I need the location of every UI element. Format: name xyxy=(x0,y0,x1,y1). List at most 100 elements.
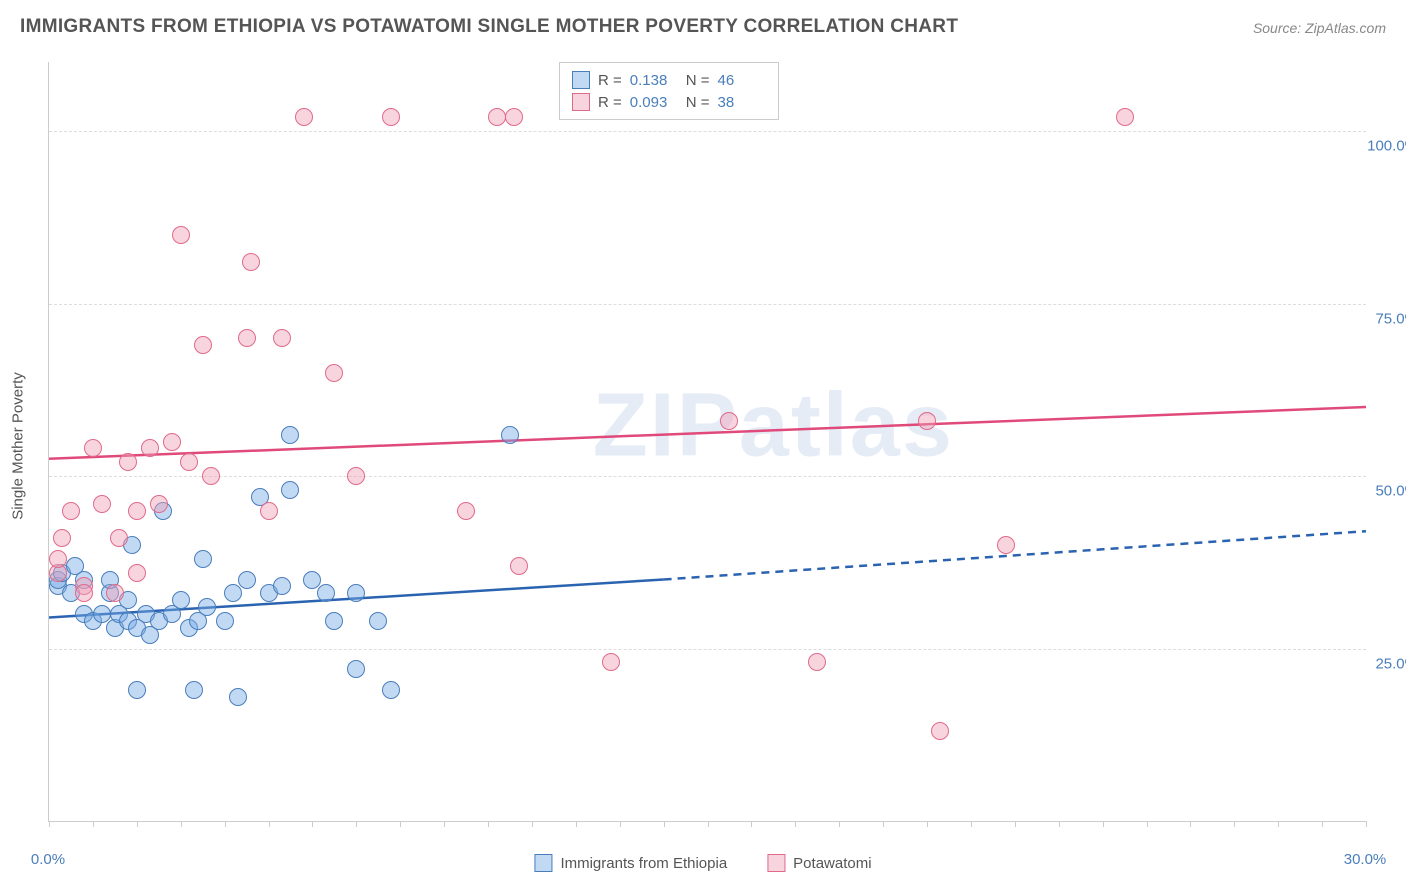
data-point xyxy=(128,681,146,699)
legend-item: Potawatomi xyxy=(767,854,871,872)
data-point xyxy=(84,439,102,457)
x-tick-mark xyxy=(356,821,357,827)
data-point xyxy=(202,467,220,485)
x-tick-mark xyxy=(883,821,884,827)
x-tick-label: 30.0% xyxy=(1344,851,1387,868)
y-tick-label: 100.0% xyxy=(1367,138,1406,155)
chart-title: IMMIGRANTS FROM ETHIOPIA VS POTAWATOMI S… xyxy=(20,16,958,38)
data-point xyxy=(510,557,528,575)
data-point xyxy=(93,495,111,513)
x-tick-mark xyxy=(269,821,270,827)
x-tick-mark xyxy=(93,821,94,827)
data-point xyxy=(382,108,400,126)
x-tick-mark xyxy=(1015,821,1016,827)
plot-area: ZIPatlas R = 0.138 N = 46 R = 0.093 N = … xyxy=(48,62,1366,822)
stats-legend-box: R = 0.138 N = 46 R = 0.093 N = 38 xyxy=(559,62,779,120)
data-point xyxy=(110,529,128,547)
data-point xyxy=(325,612,343,630)
y-tick-label: 75.0% xyxy=(1375,310,1406,327)
data-point xyxy=(49,550,67,568)
legend-label: Immigrants from Ethiopia xyxy=(560,855,727,872)
x-tick-mark xyxy=(620,821,621,827)
data-point xyxy=(273,329,291,347)
data-point xyxy=(317,584,335,602)
legend-item: Immigrants from Ethiopia xyxy=(534,854,727,872)
data-point xyxy=(224,584,242,602)
data-point xyxy=(163,433,181,451)
x-tick-mark xyxy=(795,821,796,827)
x-tick-mark xyxy=(1059,821,1060,827)
x-tick-mark xyxy=(1366,821,1367,827)
x-tick-mark xyxy=(1147,821,1148,827)
x-tick-mark xyxy=(49,821,50,827)
stat-label: R = xyxy=(598,72,622,89)
data-point xyxy=(106,584,124,602)
x-tick-mark xyxy=(751,821,752,827)
x-tick-label: 0.0% xyxy=(31,851,65,868)
x-tick-mark xyxy=(664,821,665,827)
gridline xyxy=(49,649,1366,650)
stat-label: N = xyxy=(686,94,710,111)
data-point xyxy=(1116,108,1134,126)
x-tick-mark xyxy=(1103,821,1104,827)
data-point xyxy=(141,439,159,457)
data-point xyxy=(281,481,299,499)
data-point xyxy=(918,412,936,430)
watermark-text: ZIPatlas xyxy=(593,375,954,478)
data-point xyxy=(172,591,190,609)
y-tick-label: 25.0% xyxy=(1375,655,1406,672)
x-tick-mark xyxy=(1322,821,1323,827)
data-point xyxy=(180,453,198,471)
x-tick-mark xyxy=(225,821,226,827)
stat-label: R = xyxy=(598,94,622,111)
x-tick-mark xyxy=(1234,821,1235,827)
data-point xyxy=(238,329,256,347)
stat-label: N = xyxy=(686,72,710,89)
data-point xyxy=(505,108,523,126)
data-point xyxy=(238,571,256,589)
gridline xyxy=(49,304,1366,305)
data-point xyxy=(347,467,365,485)
x-tick-mark xyxy=(927,821,928,827)
x-tick-mark xyxy=(181,821,182,827)
x-tick-mark xyxy=(1190,821,1191,827)
x-tick-mark xyxy=(137,821,138,827)
data-point xyxy=(347,584,365,602)
data-point xyxy=(808,653,826,671)
data-point xyxy=(119,453,137,471)
data-point xyxy=(172,226,190,244)
data-point xyxy=(150,495,168,513)
data-point xyxy=(273,577,291,595)
data-point xyxy=(997,536,1015,554)
x-tick-mark xyxy=(1278,821,1279,827)
data-point xyxy=(53,529,71,547)
data-point xyxy=(281,426,299,444)
x-tick-mark xyxy=(444,821,445,827)
y-axis-title: Single Mother Poverty xyxy=(10,372,27,520)
stats-row: R = 0.138 N = 46 xyxy=(572,69,766,91)
data-point xyxy=(75,584,93,602)
y-tick-label: 50.0% xyxy=(1375,483,1406,500)
swatch-pink-icon xyxy=(767,854,785,872)
data-point xyxy=(720,412,738,430)
trend-lines-layer xyxy=(49,62,1366,821)
data-point xyxy=(295,108,313,126)
stats-row: R = 0.093 N = 38 xyxy=(572,91,766,113)
legend-label: Potawatomi xyxy=(793,855,871,872)
stat-value: 0.138 xyxy=(630,72,678,89)
data-point xyxy=(242,253,260,271)
chart-container: IMMIGRANTS FROM ETHIOPIA VS POTAWATOMI S… xyxy=(0,0,1406,892)
data-point xyxy=(198,598,216,616)
data-point xyxy=(602,653,620,671)
data-point xyxy=(194,550,212,568)
stat-value: 0.093 xyxy=(630,94,678,111)
data-point xyxy=(185,681,203,699)
stat-value: 38 xyxy=(718,94,766,111)
gridline xyxy=(49,476,1366,477)
data-point xyxy=(128,564,146,582)
x-tick-mark xyxy=(532,821,533,827)
data-point xyxy=(260,502,278,520)
x-tick-mark xyxy=(839,821,840,827)
swatch-blue-icon xyxy=(534,854,552,872)
x-tick-mark xyxy=(400,821,401,827)
